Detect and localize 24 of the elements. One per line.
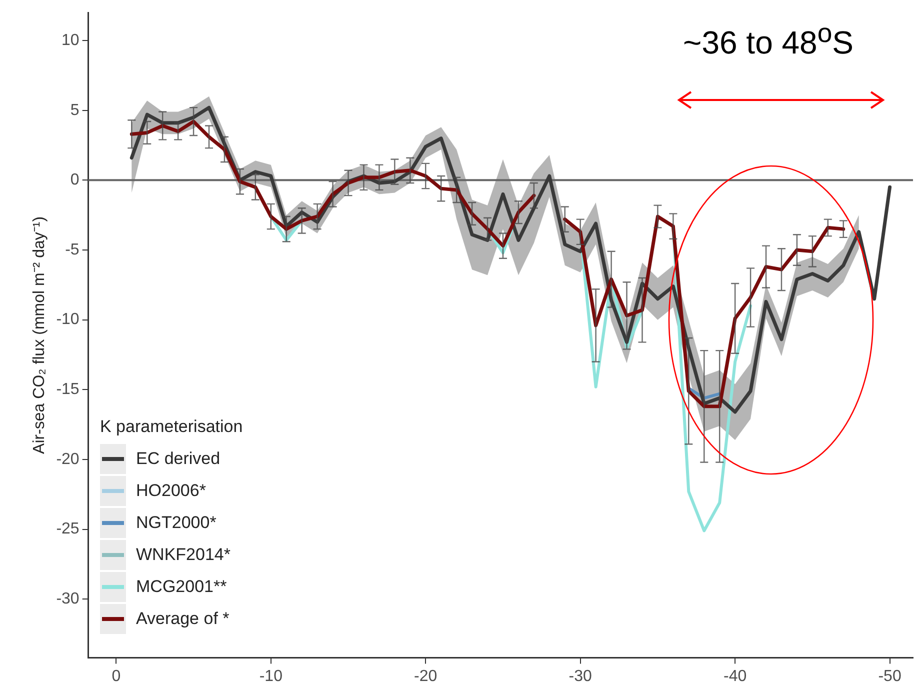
- y-tick-label: 5: [70, 102, 80, 119]
- x-tick-label: -20: [414, 668, 438, 685]
- y-tick-label: -10: [56, 311, 80, 328]
- y-tick-label: -25: [56, 520, 80, 538]
- x-tick-label: -30: [568, 668, 592, 685]
- legend-title: K parameterisation: [100, 417, 243, 437]
- y-tick-label: -30: [56, 590, 80, 608]
- x-tick-label: 0: [112, 668, 121, 685]
- x-tick-label: -40: [724, 668, 747, 685]
- annotation: ~36 to 48$^{o}$S: [683, 18, 854, 62]
- x-tick-label: -50: [878, 668, 902, 685]
- legend-label: MCG2001**: [136, 577, 227, 597]
- y-tick-label: -5: [65, 241, 80, 258]
- legend-label: EC derived: [136, 449, 220, 469]
- y-tick-label: 10: [62, 32, 80, 49]
- y-tick-label: 0: [70, 172, 80, 189]
- legend-label: HO2006*: [136, 481, 206, 501]
- x-tick-label: -10: [259, 668, 283, 685]
- legend-label: WNKF2014*: [136, 545, 230, 565]
- y-axis-title: Air-sea CO₂ flux (mmol m⁻² day⁻¹): [31, 216, 48, 454]
- y-tick-label: -15: [56, 381, 80, 398]
- legend-label: Average of *: [136, 609, 230, 629]
- y-tick-label: -20: [56, 450, 80, 468]
- legend-label: NGT2000*: [136, 513, 216, 533]
